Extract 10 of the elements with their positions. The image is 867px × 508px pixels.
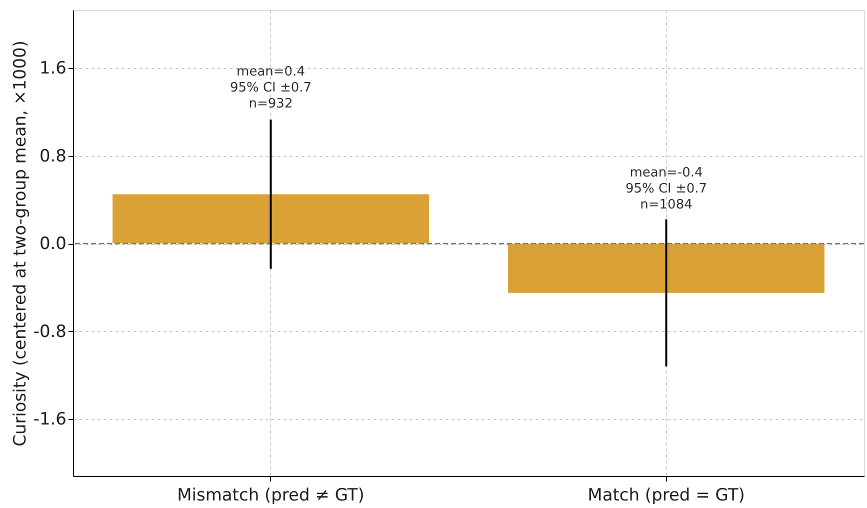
x-tick-label: Match (pred = GT)	[588, 486, 745, 506]
y-tick-label: 0.0	[39, 234, 66, 254]
y-axis-title: Curiosity (centered at two-group mean, ×1000)	[10, 40, 30, 446]
y-tick-label: -0.8	[33, 322, 66, 342]
y-tick-label: 1.6	[39, 58, 66, 79]
y-tick-label: 0.8	[39, 146, 66, 166]
annotation: mean=-0.4 95% CI ±0.7 n=1084	[625, 165, 708, 212]
x-tick-label: Mismatch (pred ≠ GT)	[177, 486, 364, 506]
annotation: mean=0.4 95% CI ±0.7 n=932	[230, 64, 312, 112]
y-tick-label: -1.6	[33, 409, 66, 430]
